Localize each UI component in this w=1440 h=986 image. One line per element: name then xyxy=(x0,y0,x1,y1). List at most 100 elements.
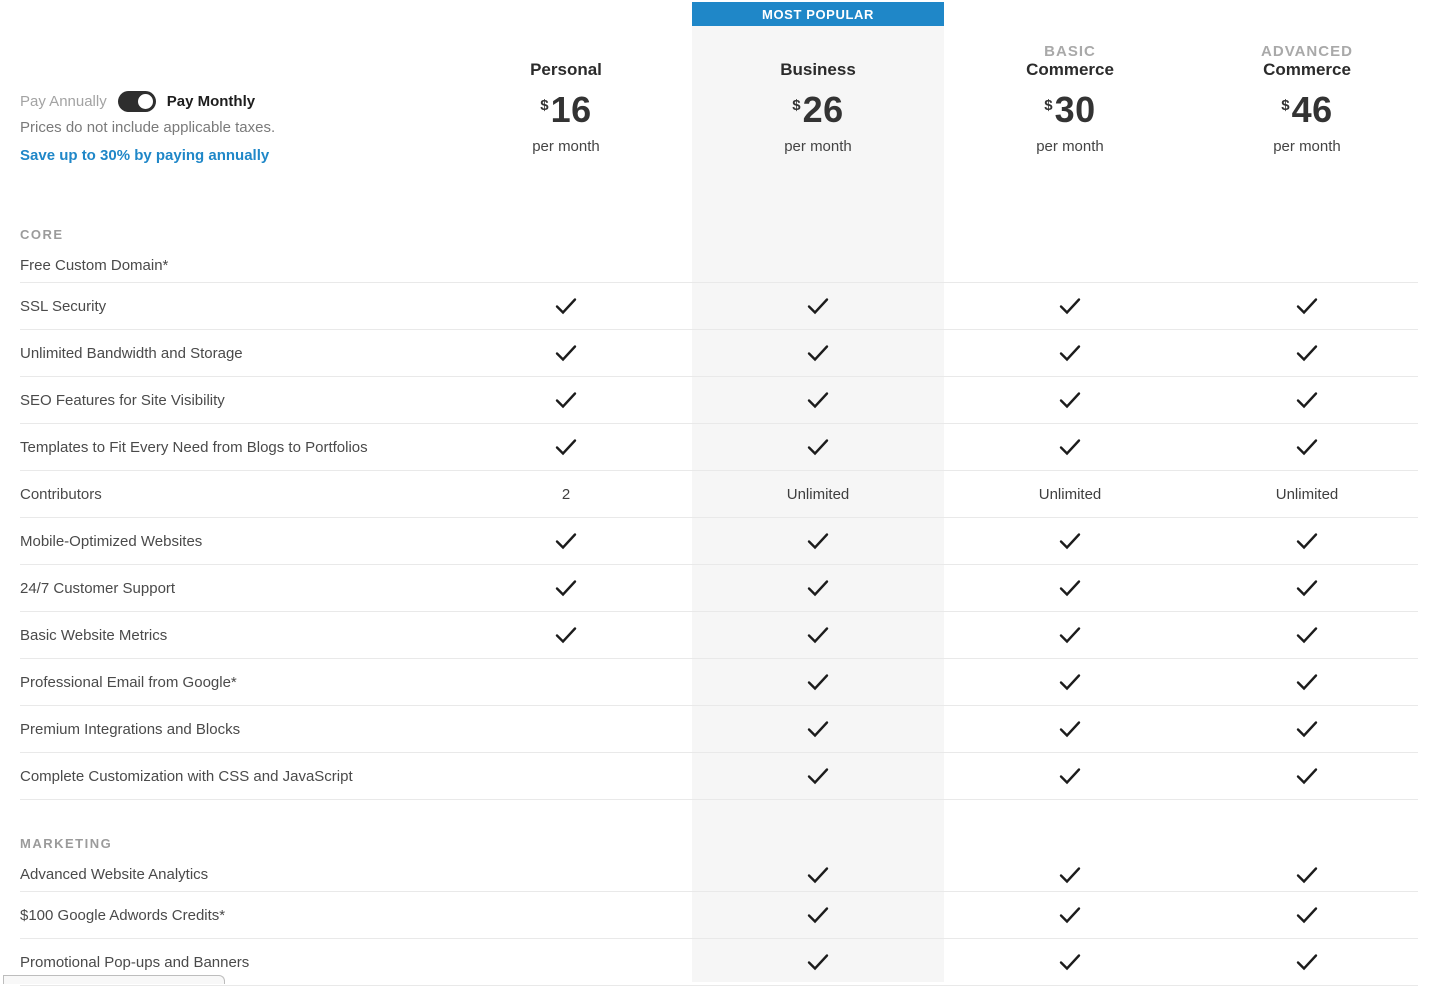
billing-toggle[interactable] xyxy=(117,90,156,112)
currency-symbol: $ xyxy=(1044,97,1053,114)
feature-cell xyxy=(944,438,1196,456)
check-icon xyxy=(807,721,829,738)
plan-name: Personal xyxy=(530,60,602,79)
feature-cell xyxy=(944,297,1196,315)
feature-row: SSL Security xyxy=(20,283,1418,330)
plan-period: per month xyxy=(1273,138,1341,155)
feature-label: Unlimited Bandwidth and Storage xyxy=(20,344,243,362)
feature-cell xyxy=(944,626,1196,644)
check-icon xyxy=(807,298,829,315)
price-amount: 46 xyxy=(1291,89,1333,130)
feature-label: Contributors xyxy=(20,485,102,503)
feature-cell xyxy=(440,579,692,597)
check-icon xyxy=(1059,954,1081,971)
plan-header-business: Business $26 per month xyxy=(692,0,944,156)
feature-label: SSL Security xyxy=(20,297,107,315)
feature-cell xyxy=(1196,579,1418,597)
check-icon xyxy=(1059,345,1081,362)
feature-cell: 2 xyxy=(561,485,571,503)
feature-cell xyxy=(692,344,944,362)
feature-label: Complete Customization with CSS and Java… xyxy=(20,767,353,785)
check-icon xyxy=(807,627,829,644)
check-icon xyxy=(1296,345,1318,362)
check-icon xyxy=(807,907,829,924)
check-icon xyxy=(807,345,829,362)
feature-cell xyxy=(440,391,692,409)
savings-link[interactable]: Save up to 30% by paying annually xyxy=(20,147,270,164)
feature-cell xyxy=(1196,720,1418,738)
check-icon xyxy=(555,533,577,550)
plan-price: $46 xyxy=(1196,90,1418,138)
check-icon xyxy=(1296,907,1318,924)
check-icon xyxy=(1296,580,1318,597)
feature-cell xyxy=(692,391,944,409)
toggle-knob-icon xyxy=(137,93,153,109)
plan-period: per month xyxy=(784,138,852,155)
feature-label: Templates to Fit Every Need from Blogs t… xyxy=(20,438,368,456)
tax-note: Prices do not include applicable taxes. xyxy=(20,119,276,136)
feature-label: Basic Website Metrics xyxy=(20,626,168,644)
check-icon xyxy=(555,439,577,456)
most-popular-badge: MOST POPULAR xyxy=(692,2,944,26)
check-icon xyxy=(1059,580,1081,597)
check-icon xyxy=(1296,627,1318,644)
feature-cell: Unlimited xyxy=(1275,485,1339,503)
check-icon xyxy=(1059,533,1081,550)
plan-header-advanced-commerce: ADVANCED Commerce $46 per month xyxy=(1196,0,1418,156)
plan-header-basic-commerce: BASIC Commerce $30 per month xyxy=(944,0,1196,156)
plan-pre-label: ADVANCED xyxy=(1261,43,1353,60)
feature-cell xyxy=(944,866,1196,884)
feature-row: Advanced Website Analytics xyxy=(20,858,1418,892)
feature-cell xyxy=(944,391,1196,409)
feature-cell xyxy=(440,532,692,550)
price-amount: 16 xyxy=(550,89,592,130)
check-icon xyxy=(1059,627,1081,644)
feature-row: Complete Customization with CSS and Java… xyxy=(20,753,1418,800)
feature-row: $100 Google Adwords Credits* xyxy=(20,892,1418,939)
check-icon xyxy=(1059,768,1081,785)
pay-monthly-label[interactable]: Pay Monthly xyxy=(166,92,256,110)
feature-row: Professional Email from Google* xyxy=(20,659,1418,706)
feature-cell xyxy=(440,344,692,362)
check-icon xyxy=(1059,866,1081,883)
feature-cell xyxy=(692,297,944,315)
check-icon xyxy=(1059,298,1081,315)
feature-label: Premium Integrations and Blocks xyxy=(20,720,241,738)
check-icon xyxy=(555,627,577,644)
feature-cell xyxy=(944,532,1196,550)
feature-cell xyxy=(692,720,944,738)
feature-cell xyxy=(440,438,692,456)
feature-row: Premium Integrations and Blocks xyxy=(20,706,1418,753)
check-icon xyxy=(807,439,829,456)
plan-name: Commerce xyxy=(1026,60,1114,79)
plan-period: per month xyxy=(532,138,600,155)
feature-cell xyxy=(944,767,1196,785)
plan-pre-label xyxy=(692,44,944,60)
feature-row: Templates to Fit Every Need from Blogs t… xyxy=(20,424,1418,471)
feature-cell xyxy=(1196,344,1418,362)
pay-annually-label[interactable]: Pay Annually xyxy=(20,92,107,110)
check-icon xyxy=(1059,439,1081,456)
check-icon xyxy=(1296,866,1318,883)
feature-label: Free Custom Domain* xyxy=(20,257,169,274)
currency-symbol: $ xyxy=(540,97,549,114)
check-icon xyxy=(807,674,829,691)
feature-cell xyxy=(692,866,944,884)
check-icon xyxy=(1296,954,1318,971)
feature-table: CORE Free Custom Domain* SSL Security Unlim… xyxy=(20,221,1418,986)
check-icon xyxy=(807,580,829,597)
feature-cell xyxy=(944,579,1196,597)
feature-cell xyxy=(692,953,944,971)
feature-cell: Unlimited xyxy=(1038,485,1102,503)
price-amount: 30 xyxy=(1054,89,1096,130)
feature-label: Mobile-Optimized Websites xyxy=(20,532,203,550)
feature-cell xyxy=(1196,953,1418,971)
check-icon xyxy=(1296,721,1318,738)
check-icon xyxy=(1296,533,1318,550)
check-icon xyxy=(555,580,577,597)
check-icon xyxy=(1296,768,1318,785)
feature-row: Contributors 2 Unlimited Unlimited Unlimited xyxy=(20,471,1418,518)
billing-controls: Pay Annually Pay Monthly Prices do not i… xyxy=(20,90,275,165)
check-icon xyxy=(807,866,829,883)
